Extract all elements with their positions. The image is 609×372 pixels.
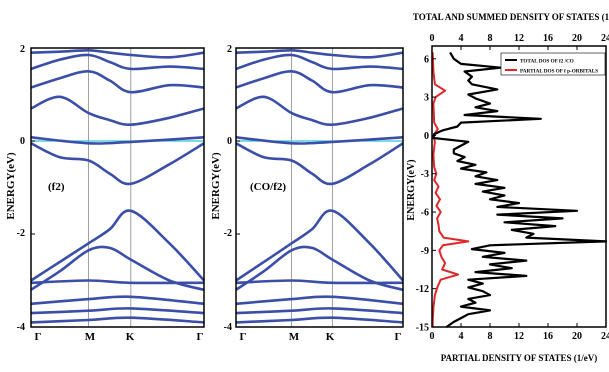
dos-top-xtick-label: 16 (543, 33, 553, 44)
band-panel-f2: ENERGY(eV) 2 0 -2 -4 Γ M K Γ (f2) (5, 44, 205, 343)
band-panel-co-f2-band-line (235, 279, 404, 285)
band-panel-f2-band-line (30, 136, 205, 145)
dos-top-xtick-label: 0 (430, 33, 435, 44)
dos-partial-line (431, 52, 470, 327)
dos-xlabel: PARTIAL DENSITY OF STATES (1/eV) (441, 353, 598, 363)
band-panel-f2-band-line (30, 279, 205, 285)
band-panel-f2-band-line (30, 95, 205, 127)
dos-xtick-label: 24 (601, 331, 609, 342)
dos-xtick-label: 20 (572, 331, 582, 342)
band-panel-co-f2-band-line (235, 209, 404, 282)
band-panel-f2-band-line (30, 209, 205, 282)
band-panel-co-f2-ytick: -4 (224, 322, 232, 333)
band-panel-f2-ytick: -4 (17, 322, 25, 333)
dos-ytick-label: 6 (424, 54, 429, 65)
dos-top-xtick-label: 8 (488, 33, 493, 44)
band-panel-co-f2-kpoint-m: M (289, 331, 300, 343)
band-panel-f2-ytick: 2 (20, 44, 25, 55)
band-panel-f2-kpoint-m: M (85, 331, 96, 343)
band-panel-f2-band-line (30, 48, 205, 59)
dos-panel: TOTAL AND SUMMED DENSITY OF STATES (1/eV… (406, 12, 609, 363)
dos-top-xtick-label: 20 (572, 33, 582, 44)
dos-frame (431, 45, 607, 328)
band-panel-f2-band-line (30, 245, 205, 292)
dos-ytick-label: -6 (421, 208, 429, 219)
band-panel-co-f2-label: (CO/f2) (250, 181, 286, 193)
dos-xtick-label: 16 (543, 331, 553, 342)
dos-ytick-label: -9 (421, 246, 429, 257)
dos-legend-label: PARTIAL DOS OF f p-ORBITALS (520, 69, 598, 75)
band-panel-f2-ylabel: ENERGY(eV) (5, 152, 17, 220)
band-panel-co-f2-band-line (235, 316, 404, 324)
dos-ytick-label: 3 (424, 93, 429, 104)
dos-ytick-label: -3 (421, 169, 429, 180)
band-panel-co-f2-band-line (235, 48, 404, 59)
band-panel-co-f2-frame (235, 47, 404, 328)
band-panel-co-f2: ENERGY(eV) 2 0 -2 -4 Γ M K Γ (CO/f2) (210, 44, 404, 343)
band-panel-co-f2-band-line (235, 95, 404, 127)
band-panel-f2-band-line (30, 307, 205, 315)
band-panel-co-f2-band-line (235, 295, 404, 306)
dos-xtick-label: 0 (430, 331, 435, 342)
band-panel-co-f2-band-line (235, 245, 404, 292)
band-panel-co-f2-band-line (235, 142, 404, 186)
band-panel-co-f2-ytick: -2 (224, 228, 232, 239)
band-panel-co-f2-kpoint-k: K (326, 331, 335, 343)
band-panel-co-f2-ytick: 2 (227, 44, 232, 55)
dos-ytick-label: -12 (416, 284, 429, 295)
band-panel-co-f2-band-line (235, 53, 404, 71)
dos-legend-box (500, 52, 606, 76)
dos-top-xtick-label: 4 (459, 33, 464, 44)
band-panel-f2-band-line (30, 295, 205, 306)
band-panel-co-f2-band-line (235, 136, 404, 145)
band-panel-co-f2-kpoint-gamma: Γ (240, 331, 247, 343)
dos-top-xtick-label: 24 (601, 33, 609, 44)
dos-xtick-label: 4 (459, 331, 464, 342)
band-panel-f2-kpoint-gamma: Γ (35, 331, 42, 343)
band-panel-f2-frame (30, 47, 205, 328)
band-panel-f2-kpoint-gamma-end: Γ (197, 331, 204, 343)
band-panel-co-f2-kpoint-gamma-end: Γ (395, 331, 402, 343)
dos-legend: TOTAL DOS OF f2 /CO PARTIAL DOS OF f p-OR… (500, 52, 606, 76)
dos-title: TOTAL AND SUMMED DENSITY OF STATES (1/eV… (413, 12, 609, 22)
band-panel-f2-band-line (30, 142, 205, 186)
dos-top-xtick-label: 12 (514, 33, 524, 44)
dos-xtick-label: 12 (514, 331, 524, 342)
band-panel-co-f2-ytick: 0 (227, 136, 232, 147)
dos-xtick-label: 8 (488, 331, 493, 342)
dos-total-line (432, 51, 608, 328)
band-panel-f2-band-line (30, 53, 205, 71)
band-panel-f2-band-line (30, 316, 205, 324)
band-panel-f2-label: (f2) (48, 181, 65, 193)
band-panel-f2-kpoint-k: K (126, 331, 135, 343)
band-panel-f2-ytick: 0 (20, 136, 25, 147)
band-panel-f2-ytick: -2 (17, 228, 25, 239)
band-panel-co-f2-band-line (235, 307, 404, 315)
dos-legend-label: TOTAL DOS OF f2 /CO (520, 59, 574, 65)
band-panel-co-f2-ylabel: ENERGY(eV) (210, 152, 222, 220)
band-panel-co-f2-band-line (235, 69, 404, 94)
dos-ytick-label: -15 (416, 323, 429, 334)
dos-ytick-label: 0 (424, 131, 429, 142)
band-panel-f2-band-line (30, 69, 205, 94)
dos-ylabel: ENERGY(eV) (406, 159, 417, 220)
